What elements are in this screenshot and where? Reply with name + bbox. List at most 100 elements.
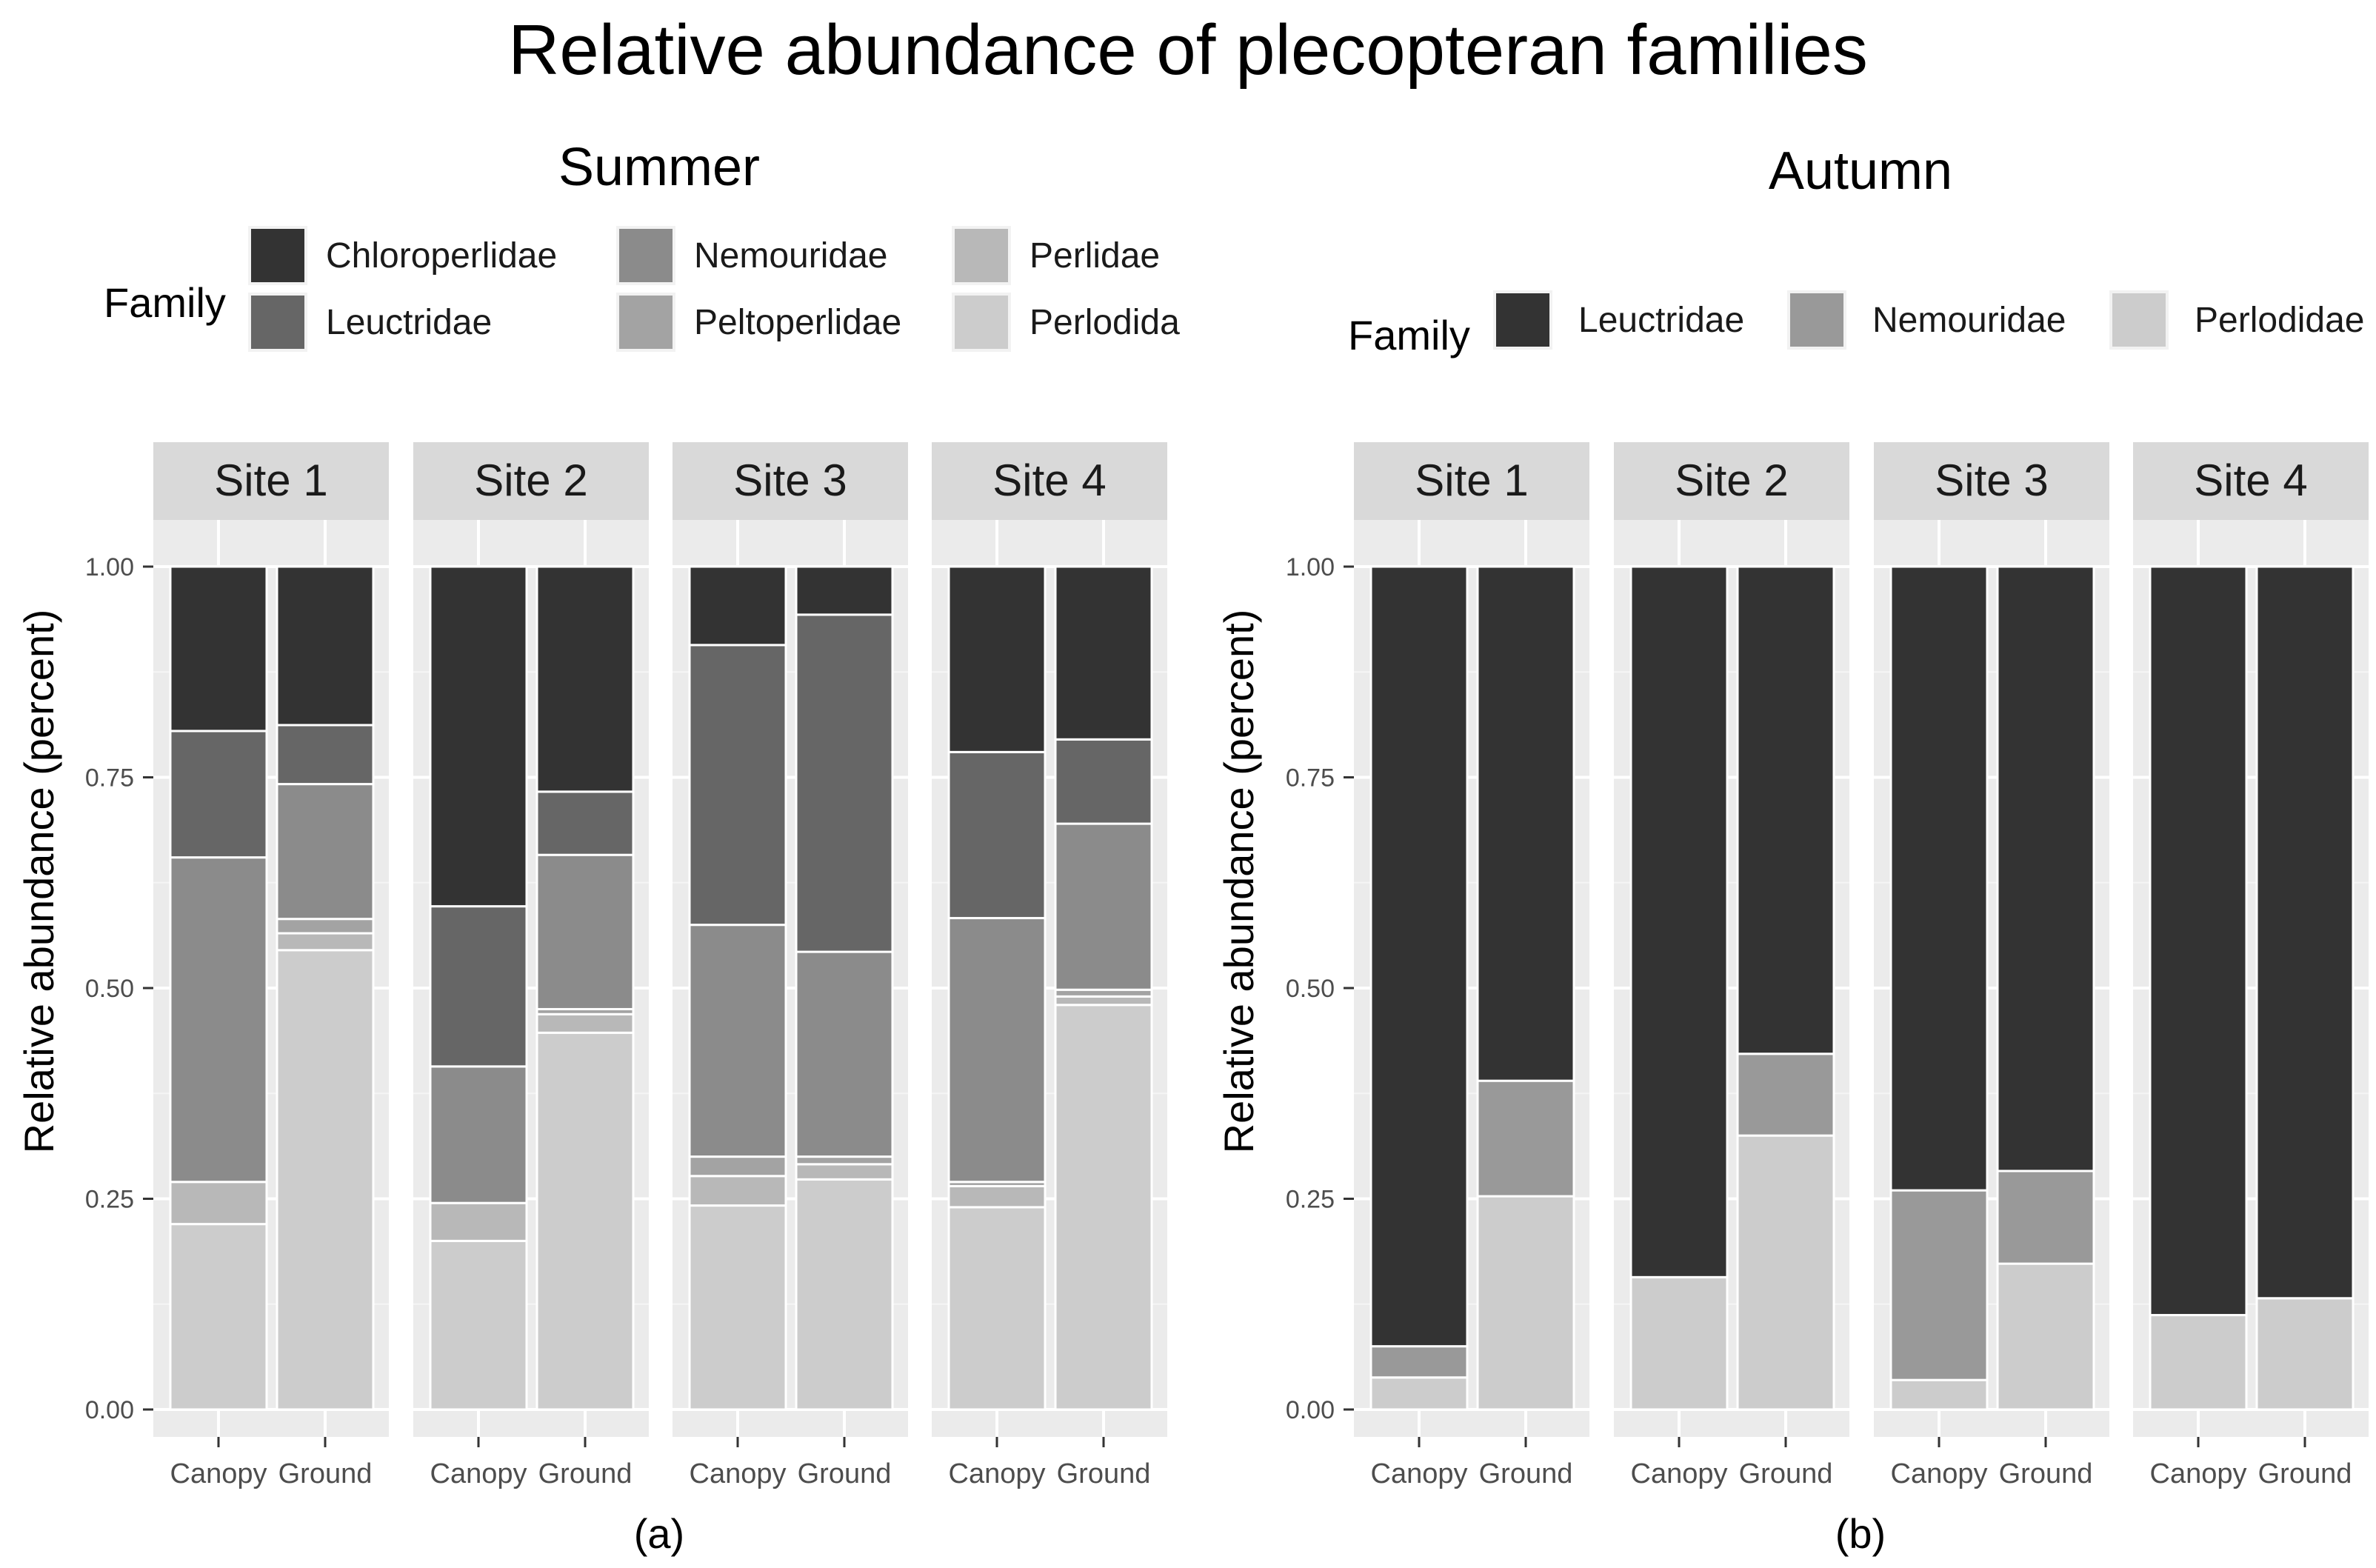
x-tick-label-ground: Ground <box>278 1458 373 1489</box>
facet-site-2: Site 2 Canopy Ground <box>1614 442 1849 1489</box>
bar-segment-ground-nemouridae <box>276 783 375 921</box>
facet-site-2: Site 2 Canopy Ground <box>413 442 649 1489</box>
x-tick-label-canopy: Canopy <box>1891 1458 1988 1489</box>
x-tick-label-canopy: Canopy <box>1371 1458 1468 1489</box>
facet-site-4: Site 4 Canopy Ground <box>2133 442 2369 1489</box>
x-tick-label-ground: Ground <box>1999 1458 2093 1489</box>
legend-label-perlodidae: Perlodidae <box>2195 301 2365 340</box>
bar-segment-ground-nemouridae <box>1996 1170 2095 1265</box>
facet-strip <box>153 442 389 520</box>
bar-segment-ground-leuctridae <box>1736 565 1835 1055</box>
legend-swatch-nemouridae <box>619 229 673 282</box>
bar-segment-canopy-nemouridae <box>169 856 268 1184</box>
facet-strip-label: Site 4 <box>992 456 1106 505</box>
bar-segment-canopy-perlodidae <box>2149 1314 2248 1411</box>
legend-swatch-chloroperlidae <box>251 229 304 282</box>
bar-segment-ground-leuctridae <box>1476 565 1575 1082</box>
bar-segment-ground-chloroperlidae <box>1054 565 1153 741</box>
bar-segment-ground-nemouridae <box>535 853 635 1010</box>
x-tick-label-canopy: Canopy <box>430 1458 527 1489</box>
legend-swatch-perlidae <box>955 229 1008 282</box>
bar-segment-ground-perlidae <box>1054 995 1153 1007</box>
bar-segment-ground-perlodidae <box>2255 1297 2355 1411</box>
y-axis-label-summer: Relative abundance (percent) <box>16 610 62 1154</box>
facet-strip <box>1354 442 1589 520</box>
y-tick-label: 0.75 <box>1286 764 1335 793</box>
x-tick-label-canopy: Canopy <box>949 1458 1046 1489</box>
facet-strip-label: Site 3 <box>1935 456 2048 505</box>
bar-segment-canopy-chloroperlidae <box>429 565 528 908</box>
bar-segment-ground-leuctridae <box>1996 565 2095 1172</box>
panel-label-a: (a) <box>634 1510 684 1557</box>
y-tick-label: 0.75 <box>85 764 134 793</box>
bar-segment-ground-nemouridae <box>1054 822 1153 991</box>
bar-segment-canopy-nemouridae <box>688 924 787 1158</box>
legend-label-perlodida: Perlodida <box>1030 303 1180 342</box>
bar-segment-ground-chloroperlidae <box>795 565 894 616</box>
bar-segment-canopy-chloroperlidae <box>947 565 1047 753</box>
bar-segment-canopy-nemouridae <box>429 1065 528 1204</box>
x-tick-label-ground: Ground <box>538 1458 633 1489</box>
facet-strip-label: Site 4 <box>2194 456 2307 505</box>
facet-strip-label: Site 3 <box>733 456 847 505</box>
bar-segment-ground-leuctridae <box>1054 738 1153 825</box>
y-axis-label-autumn: Relative abundance (percent) <box>1215 610 1262 1154</box>
bar-segment-ground-leuctridae <box>795 613 894 953</box>
bar-segment-ground-chloroperlidae <box>276 565 375 727</box>
bar-segment-ground-leuctridae <box>276 724 375 786</box>
bar-segment-ground-leuctridae <box>2255 565 2355 1300</box>
bar-segment-canopy-leuctridae <box>1369 565 1469 1348</box>
bar-segment-canopy-peltoperlidae <box>688 1155 787 1178</box>
x-tick-label-ground: Ground <box>1739 1458 1833 1489</box>
bar-segment-canopy-leuctridae <box>1889 565 1989 1192</box>
facet-strip <box>2133 442 2369 520</box>
y-tick-label: 0.00 <box>85 1396 134 1424</box>
facet-strip <box>413 442 649 520</box>
facet-strip-label: Site 1 <box>214 456 327 505</box>
legend-summer: Family Chloroperlidae Leuctridae Nemouridae… <box>104 226 1180 352</box>
bar-segment-ground-perlidae <box>795 1163 894 1181</box>
y-tick-label: 1.00 <box>1286 553 1335 581</box>
bar-segment-canopy-leuctridae <box>169 730 268 859</box>
y-tick-label: 0.50 <box>85 975 134 1003</box>
bar-segment-canopy-leuctridae <box>2149 565 2248 1317</box>
legend-label-perlidae: Perlidae <box>1030 236 1160 276</box>
panel-autumn-title: Autumn <box>1769 141 1952 201</box>
bar-segment-canopy-perlidae <box>429 1201 528 1242</box>
bar-segment-canopy-chloroperlidae <box>169 565 268 733</box>
facet-strip <box>932 442 1167 520</box>
bar-segment-canopy-nemouridae <box>1369 1345 1469 1379</box>
bar-segment-ground-perlodida <box>1054 1004 1153 1411</box>
legend-label-chloroperlidae: Chloroperlidae <box>326 236 557 276</box>
legend-swatch-leuctridae <box>1496 293 1549 347</box>
legend-swatch-perlodida <box>955 296 1008 349</box>
legend-label-nemouridae: Nemouridae <box>1872 301 2066 340</box>
bar-segment-canopy-perlidae <box>947 1184 1047 1209</box>
facet-strip <box>1614 442 1849 520</box>
y-tick-label: 0.25 <box>1286 1186 1335 1214</box>
x-tick-label-ground: Ground <box>2258 1458 2352 1489</box>
bar-segment-ground-leuctridae <box>535 790 635 856</box>
bar-segment-ground-perlodida <box>535 1031 635 1411</box>
facet-site-1: Site 1 Canopy Ground <box>1354 442 1589 1489</box>
bar-segment-canopy-perlidae <box>169 1181 268 1226</box>
facet-strip-label: Site 2 <box>1675 456 1788 505</box>
x-tick-label-ground: Ground <box>798 1458 892 1489</box>
facet-site-3: Site 3 Canopy Ground <box>673 442 908 1489</box>
bar-segment-canopy-leuctridae <box>1629 565 1729 1278</box>
facet-strip <box>1874 442 2109 520</box>
facet-site-4: Site 4 Canopy Ground <box>932 442 1167 1489</box>
bar-segment-canopy-perlodidae <box>1369 1376 1469 1411</box>
x-tick-label-canopy: Canopy <box>2150 1458 2247 1489</box>
bar-segment-ground-perlodida <box>276 949 375 1411</box>
legend-swatch-peltoperlidae <box>619 296 673 349</box>
facet-site-3: Site 3 Canopy Ground <box>1874 442 2109 1489</box>
facet-strip <box>673 442 908 520</box>
legend-label-peltoperlidae: Peltoperlidae <box>694 303 901 342</box>
bar-segment-canopy-leuctridae <box>688 644 787 927</box>
x-tick-label-ground: Ground <box>1057 1458 1151 1489</box>
bar-segment-ground-perlidae <box>276 932 375 952</box>
facet-strip-label: Site 2 <box>474 456 587 505</box>
panel-autumn: Autumn Family Leuctridae Nemouridae Perlodi… <box>1215 141 2369 1557</box>
